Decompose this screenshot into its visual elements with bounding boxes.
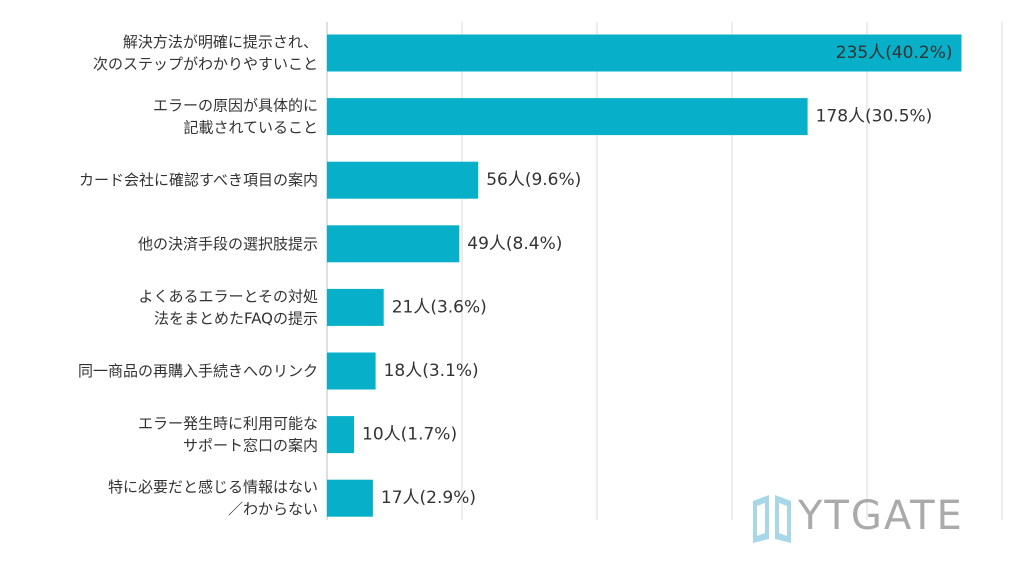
category-label: 他の決済手段の選択肢提示	[138, 235, 318, 253]
bar	[327, 34, 962, 72]
category-label: エラーの原因が具体的に	[153, 97, 318, 115]
bars	[327, 34, 962, 517]
bar	[327, 288, 384, 326]
category-label: 特に必要だと感じる情報はない	[108, 478, 318, 496]
ytgate-logo-text: YTGATE	[798, 493, 964, 539]
category-label: 同一商品の再購入手続きへのリンク	[78, 362, 318, 380]
data-label: 56人(9.6%)	[486, 170, 581, 190]
bar	[327, 161, 479, 199]
data-label: 49人(8.4%)	[467, 234, 562, 254]
data-labels: 235人(40.2%) 178人(30.5%) 56人(9.6%) 49人(8.4%)…	[362, 43, 953, 508]
data-label: 18人(3.1%)	[384, 361, 479, 381]
bar	[327, 479, 373, 517]
category-labels: 解決方法が明確に提示され、次のステップがわかりやすいことエラーの原因が具体的に記…	[78, 33, 318, 518]
category-label: よくあるエラーとその対処	[138, 287, 318, 305]
category-label: カード会社に確認すべき項目の案内	[79, 171, 318, 189]
bar	[327, 98, 808, 136]
category-label: 次のステップがわかりやすいこと	[93, 55, 318, 73]
bar	[327, 416, 354, 454]
data-label: 10人(1.7%)	[362, 425, 457, 445]
category-label: ／わからない	[228, 500, 318, 518]
data-label: 178人(30.5%)	[816, 107, 933, 127]
bar	[327, 352, 376, 390]
ytgate-logo-icon	[753, 495, 791, 543]
category-label: サポート窓口の案内	[183, 437, 318, 455]
ytgate-logo: YTGATE	[752, 491, 992, 547]
data-label: 235人(40.2%)	[836, 43, 953, 63]
category-label: 解決方法が明確に提示され、	[123, 33, 318, 51]
grid-lines	[326, 22, 1003, 520]
bar	[327, 225, 460, 263]
category-label: エラー発生時に利用可能な	[138, 415, 318, 433]
data-label: 17人(2.9%)	[381, 488, 476, 508]
category-label: 記載されていること	[183, 119, 318, 137]
category-label: 法をまとめたFAQの提示	[154, 309, 318, 327]
data-label: 21人(3.6%)	[392, 297, 487, 317]
